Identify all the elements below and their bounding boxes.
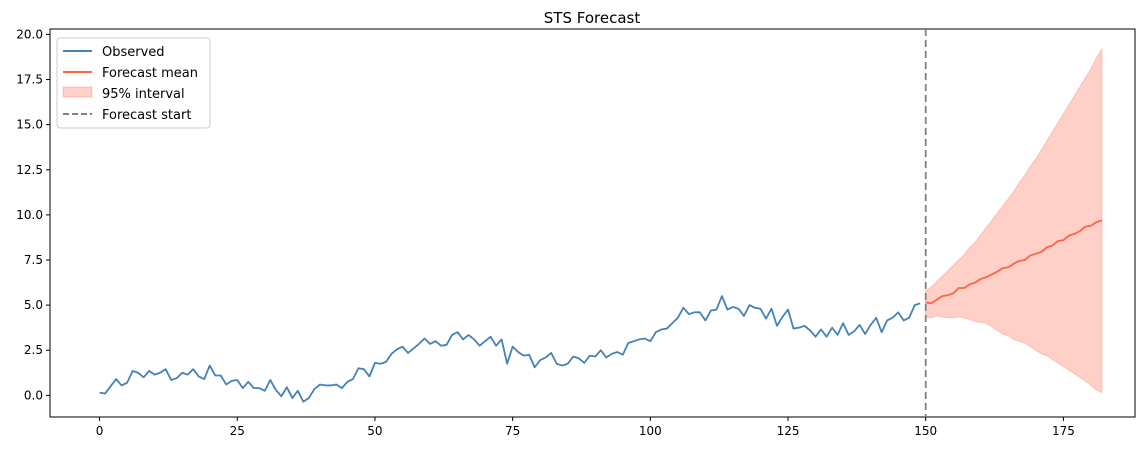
x-tick-label: 75: [505, 424, 520, 438]
chart-title: STS Forecast: [544, 9, 641, 27]
x-axis-ticks: 0 25 50 75 100 125 150 175: [96, 417, 1075, 438]
legend-observed-label: Observed: [102, 45, 165, 60]
legend-interval-swatch: [62, 86, 93, 98]
y-axis-ticks: 0.0 2.5 5.0 7.5 10.0 12.5 15.0 17.5 20.0: [16, 27, 50, 402]
x-tick-label: 125: [777, 424, 800, 438]
x-tick-label: 0: [96, 424, 104, 438]
legend: Observed Forecast mean 95% interval Fore…: [56, 37, 211, 129]
x-tick-label: 25: [230, 424, 245, 438]
y-tick-label: 15.0: [16, 118, 43, 132]
y-tick-label: 0.0: [24, 388, 43, 402]
legend-forecast-mean-label: Forecast mean: [102, 66, 198, 81]
y-tick-label: 7.5: [24, 253, 43, 267]
legend-forecast-start-label: Forecast start: [102, 108, 191, 123]
forecast-interval-band: [925, 47, 1103, 394]
y-tick-label: 20.0: [16, 27, 43, 41]
plot-layer: [99, 29, 1103, 417]
y-tick-label: 10.0: [16, 208, 43, 222]
x-tick-label: 100: [639, 424, 662, 438]
y-tick-label: 12.5: [16, 163, 43, 177]
legend-box: [56, 37, 211, 129]
legend-interval-label: 95% interval: [102, 87, 185, 102]
x-tick-label: 150: [914, 424, 937, 438]
y-tick-label: 17.5: [16, 73, 43, 87]
forecast-mean-line: [925, 219, 1103, 305]
observed-series-line: [99, 295, 921, 403]
x-tick-label: 175: [1052, 424, 1075, 438]
plot-area-frame: [49, 28, 1136, 418]
x-tick-label: 50: [367, 424, 382, 438]
y-tick-label: 5.0: [24, 298, 43, 312]
y-tick-label: 2.5: [24, 343, 43, 357]
